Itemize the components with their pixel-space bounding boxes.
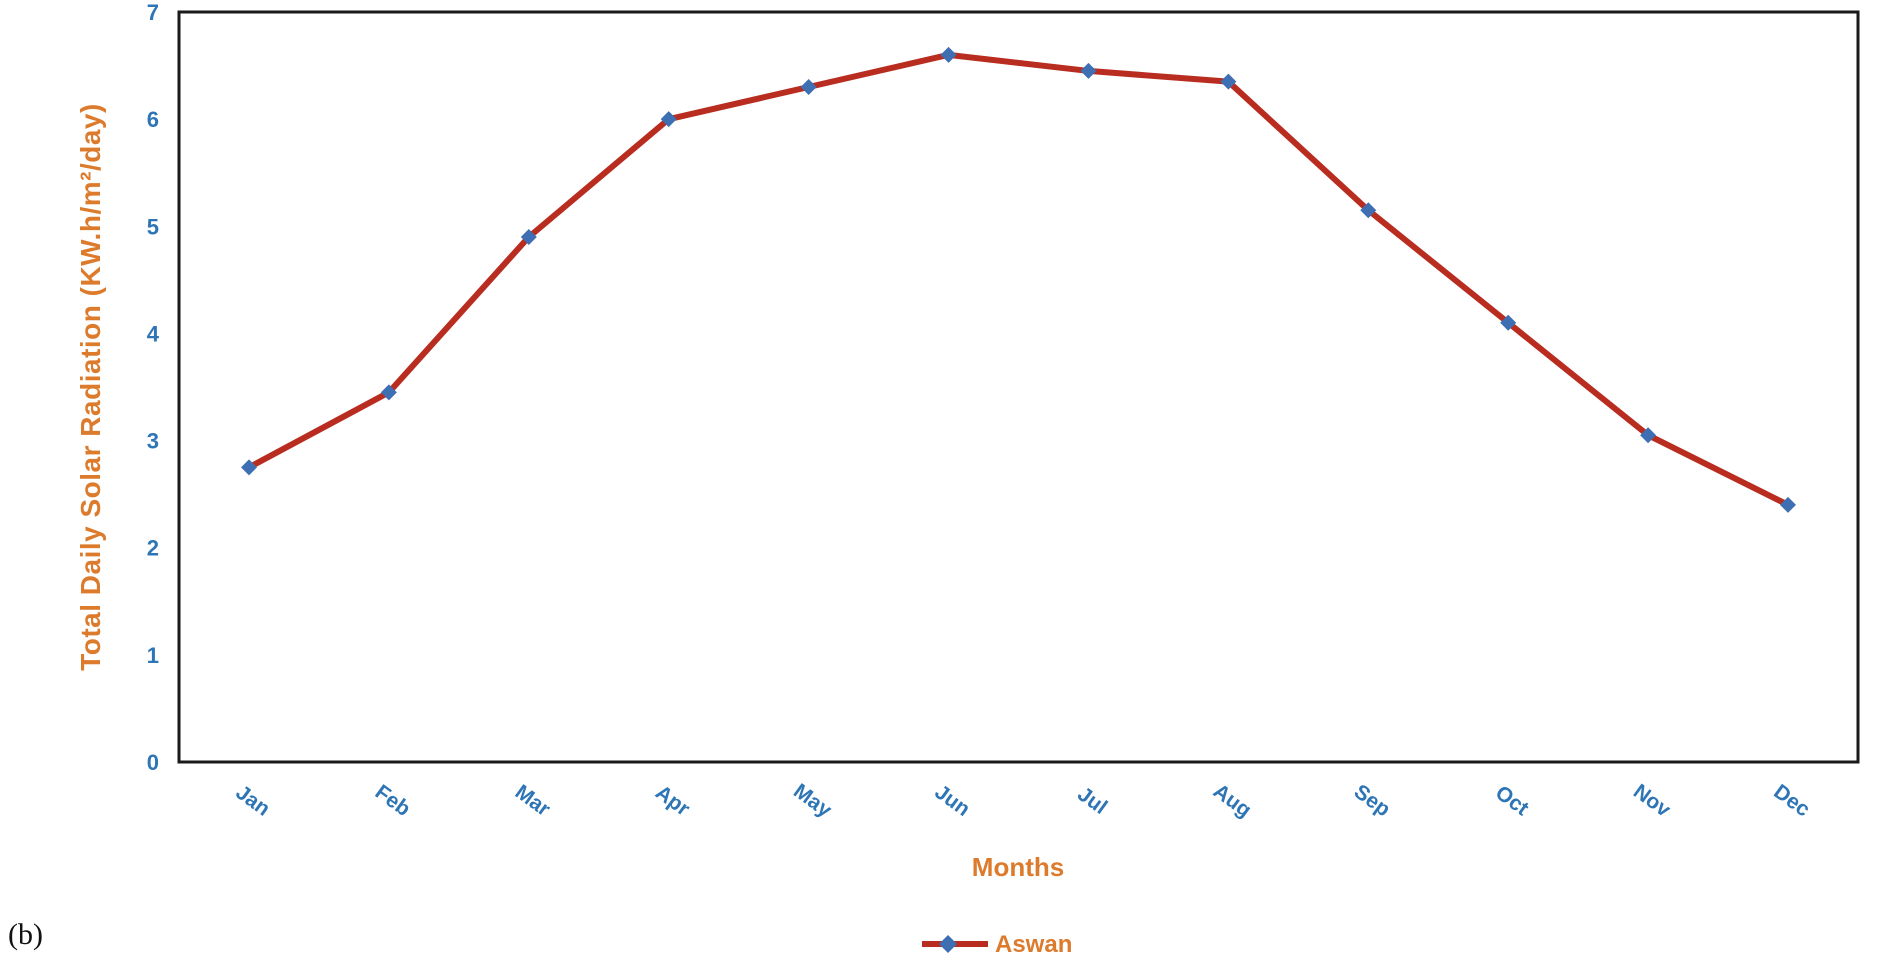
y-tick-label: 3 (147, 429, 159, 454)
plot-area-border (177, 10, 1860, 764)
legend: Aswan (922, 931, 1072, 958)
data-point-marker (1640, 427, 1657, 444)
y-tick-label: 5 (147, 214, 159, 239)
data-point-marker (520, 229, 537, 245)
data-point-marker (1500, 314, 1517, 331)
x-tick-label: Feb (371, 780, 415, 821)
x-tick-label: Dec (1769, 780, 1814, 821)
x-tick-label: Oct (1491, 781, 1533, 820)
data-point-marker (380, 384, 397, 401)
x-tick-label: Sep (1350, 780, 1395, 821)
x-tick-label: May (789, 779, 836, 822)
figure-caption-label: (b) (8, 918, 43, 951)
x-tick-label: Aug (1209, 779, 1256, 822)
x-tick-label: Mar (511, 780, 555, 821)
data-point-marker (1360, 202, 1377, 219)
y-tick-label: 7 (147, 0, 159, 25)
y-tick-label: 1 (147, 643, 159, 668)
x-tick-label: Jan (231, 781, 274, 821)
y-axis-tick-labels: 0 1 2 3 4 5 6 7 (147, 0, 160, 775)
y-axis-title: Total Daily Solar Radiation (KW.h/m²/day… (75, 103, 106, 671)
data-point-marker (1780, 496, 1796, 513)
x-tick-label: Apr (651, 781, 694, 821)
y-tick-label: 0 (147, 750, 159, 775)
x-tick-label: Nov (1629, 780, 1675, 822)
y-tick-label: 4 (147, 321, 160, 346)
y-tick-label: 2 (147, 536, 159, 561)
legend-marker-diamond-icon (939, 935, 957, 953)
data-series-aswan (241, 46, 1796, 513)
series-line (246, 51, 1791, 508)
x-tick-label: Jun (931, 780, 975, 821)
data-point-marker (241, 459, 257, 476)
legend-series-label: Aswan (995, 931, 1072, 958)
data-point-marker (1220, 73, 1237, 90)
data-point-marker (800, 79, 817, 95)
x-axis-tick-labels: Jan Feb Mar Apr May Jun Jul Aug Sep Oct Nov Dec (231, 779, 1814, 822)
data-point-marker (940, 46, 957, 63)
data-point-marker (1080, 62, 1097, 79)
data-point-marker (660, 111, 677, 128)
x-tick-label: Jul (1073, 783, 1111, 819)
x-axis-title: Months (972, 852, 1064, 882)
y-tick-label: 6 (147, 107, 159, 132)
